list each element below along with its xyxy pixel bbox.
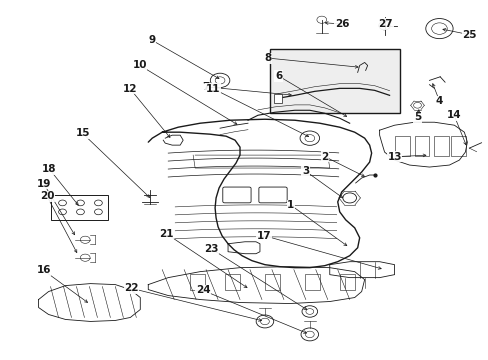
Text: 21: 21 (159, 229, 173, 239)
Bar (269, 49, 399, 113)
Text: 7: 7 (202, 82, 209, 92)
Text: 22: 22 (124, 283, 138, 293)
Text: 9: 9 (148, 35, 155, 45)
Text: 25: 25 (462, 30, 476, 40)
Bar (450, 136, 466, 156)
Text: 19: 19 (36, 179, 51, 189)
Bar (433, 136, 448, 156)
Bar (264, 274, 279, 289)
Text: 16: 16 (36, 265, 51, 275)
Text: 11: 11 (205, 84, 220, 94)
Text: 18: 18 (42, 164, 57, 174)
Bar (414, 136, 428, 156)
Text: 24: 24 (195, 285, 210, 296)
Text: 8: 8 (264, 53, 271, 63)
Text: 17: 17 (256, 231, 271, 240)
Text: 12: 12 (122, 84, 137, 94)
Text: 15: 15 (75, 129, 90, 138)
Text: 4: 4 (435, 96, 442, 106)
Text: 27: 27 (378, 19, 392, 29)
Text: 10: 10 (132, 60, 146, 70)
Text: 26: 26 (334, 19, 348, 29)
Text: 14: 14 (446, 111, 461, 121)
Bar (50, 195, 108, 220)
Text: 2: 2 (321, 152, 328, 162)
Bar (339, 274, 354, 289)
Text: 13: 13 (386, 152, 401, 162)
Bar (304, 274, 319, 289)
Bar (224, 274, 240, 289)
Bar (190, 274, 204, 289)
Text: 1: 1 (286, 200, 294, 210)
Text: 6: 6 (274, 71, 282, 81)
Text: 23: 23 (203, 244, 218, 254)
Text: 3: 3 (301, 166, 308, 176)
Text: 20: 20 (40, 191, 54, 201)
Bar (394, 136, 408, 156)
Bar (273, 94, 281, 103)
Text: 5: 5 (413, 112, 420, 122)
